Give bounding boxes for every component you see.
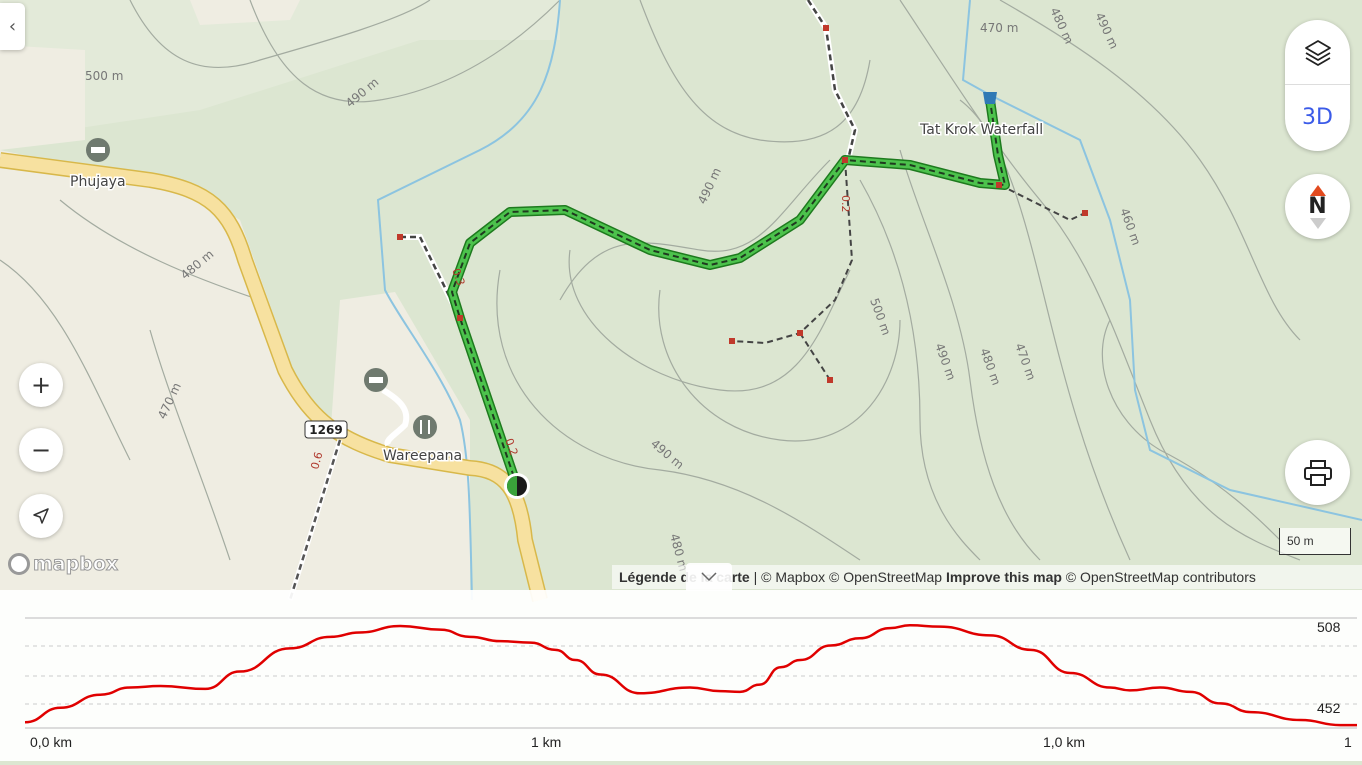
contour-label: 480 m <box>1047 5 1076 46</box>
contour-label: 500 m <box>85 69 123 83</box>
contour-label: 490 m <box>1092 10 1121 51</box>
zoom-in-button[interactable]: + <box>19 363 63 407</box>
hotel-icon[interactable] <box>364 368 388 392</box>
mapbox-logo-icon <box>8 553 30 575</box>
road-shield: 1269 <box>304 420 348 439</box>
x-tick-label: 1,0 km <box>1043 734 1086 750</box>
trail-distance-label: 0.2 <box>502 437 520 458</box>
hotel-icon[interactable] <box>86 138 110 162</box>
contour-label: 490 m <box>932 341 958 382</box>
contour-label: 460 m <box>1117 206 1143 247</box>
compass-label: N <box>1308 193 1327 219</box>
start-marker[interactable] <box>504 473 530 499</box>
elevation-chart[interactable] <box>0 590 1362 761</box>
trail-route[interactable] <box>447 99 1010 488</box>
place-label-phujaya[interactable]: Phujaya <box>69 173 128 192</box>
urban-area <box>190 0 300 25</box>
x-tick-label: 1 <box>1344 734 1352 750</box>
osm-contributors-link[interactable]: © OpenStreetMap contributors <box>1065 569 1256 585</box>
osm-attribution-link[interactable]: © OpenStreetMap <box>829 569 943 585</box>
contour-label: 490 m <box>343 75 381 110</box>
navigation-arrow-icon <box>33 508 49 524</box>
y-tick-label-min: 452 <box>1317 700 1341 716</box>
compass-button[interactable]: N <box>1285 174 1350 239</box>
x-tick-label: 1 km <box>531 734 562 750</box>
contour-label: 470 m <box>980 21 1018 35</box>
elevation-profile[interactable]: 508 452 0,0 km 1 km 1,0 km 1 <box>0 590 1362 761</box>
restaurant-icon[interactable] <box>413 415 437 439</box>
toggle-profile-button[interactable] <box>686 563 732 591</box>
printer-icon <box>1303 459 1332 486</box>
chevron-down-icon <box>701 572 717 582</box>
trail-distance-label: 0.3 <box>449 267 467 288</box>
mapbox-logo[interactable]: mapbox <box>8 553 119 576</box>
contour-lines <box>0 0 1301 561</box>
collapse-panel-button[interactable]: ‹ <box>0 3 25 50</box>
contour-label: 490 m <box>695 166 724 207</box>
layers-icon <box>1304 40 1331 66</box>
trail-distance-label: 0.6 <box>308 451 325 471</box>
plus-icon: + <box>30 371 52 399</box>
zoom-out-button[interactable]: − <box>19 428 63 472</box>
print-button[interactable] <box>1285 440 1350 505</box>
svg-text:1269: 1269 <box>309 423 342 437</box>
mapbox-attribution-link[interactable]: © Mapbox <box>761 569 826 585</box>
elevation-line <box>24 623 1357 727</box>
x-tick-label: 0,0 km <box>30 734 73 750</box>
scale-bar: 50 m <box>1279 528 1351 555</box>
chevron-left-icon: ‹ <box>8 16 17 37</box>
place-label-tat-krok-waterfall[interactable]: Tat Krok Waterfall <box>918 121 1045 140</box>
separator: | <box>753 569 758 585</box>
waterfall-icon[interactable] <box>983 92 997 104</box>
trail-distance-label: 0.2 <box>839 195 852 213</box>
urban-area <box>0 45 85 150</box>
compass-north-arrow-icon <box>1309 184 1326 196</box>
contour-label: 490 m <box>648 437 686 472</box>
mapbox-wordmark: mapbox <box>32 553 119 576</box>
place-label-wareepana[interactable]: Wareepana <box>382 447 464 466</box>
compass-south-arrow-icon <box>1309 217 1326 229</box>
3d-toggle-button[interactable]: 3D <box>1302 105 1333 130</box>
y-tick-label-max: 508 <box>1317 619 1341 635</box>
land-area <box>0 0 560 140</box>
layers-button[interactable] <box>1285 20 1350 85</box>
map-style-controls: 3D <box>1285 20 1350 151</box>
contour-label: 500 m <box>867 296 893 337</box>
minus-icon: − <box>30 436 52 464</box>
improve-map-link[interactable]: Improve this map <box>945 569 1062 585</box>
urban-area <box>0 150 470 600</box>
contour-label: 480 m <box>977 346 1003 387</box>
trail-distance-labels: 0.3 0.2 0.2 0.6 <box>308 195 852 471</box>
contour-label: 490 m <box>358 0 396 3</box>
locate-button[interactable] <box>19 494 63 538</box>
contour-label: 470 m <box>1012 341 1038 382</box>
trail-junctions <box>397 25 1088 383</box>
streams <box>376 0 1362 601</box>
